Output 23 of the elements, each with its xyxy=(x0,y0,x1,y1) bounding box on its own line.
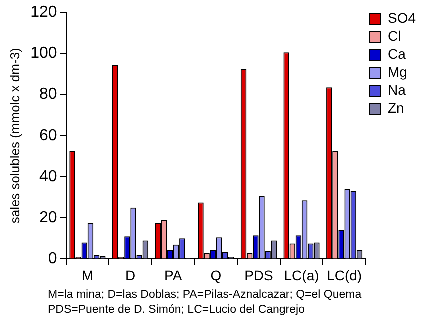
x-tick-label: Q xyxy=(210,267,222,284)
x-tick-label: LC(a) xyxy=(284,267,320,284)
legend-label: Na xyxy=(388,82,406,98)
legend-label: Ca xyxy=(388,46,406,62)
legend-label: SO4 xyxy=(388,10,416,26)
x-tick-label: PDS xyxy=(244,267,274,284)
y-tick-label: 0 xyxy=(48,250,58,268)
y-tick-label: 120 xyxy=(30,4,58,22)
x-tick-label: M xyxy=(82,267,94,284)
legend-label: Zn xyxy=(388,100,404,116)
x-tick-label: D xyxy=(125,267,136,284)
y-axis-title: sales solubles (mmolc x dm-3) xyxy=(7,48,22,224)
y-tick-label: 100 xyxy=(30,45,58,62)
y-tick-label: 60 xyxy=(40,127,58,144)
y-tick-label: 80 xyxy=(40,86,58,104)
y-tick-label: 40 xyxy=(40,168,58,186)
legend-label: Mg xyxy=(388,64,408,80)
x-tick-label: LC(d) xyxy=(327,267,362,284)
x-tick-label: PA xyxy=(164,267,183,284)
legend-label: Cl xyxy=(388,28,402,44)
y-tick-label: 20 xyxy=(40,210,58,227)
text: M=la mina; D=las Doblas; PA=Pilas-Aznalcazar; Q=el Quema xyxy=(48,288,362,303)
text: PDS=Puente de D. Simón; LC=Lucio del Cangrejo xyxy=(48,303,306,318)
